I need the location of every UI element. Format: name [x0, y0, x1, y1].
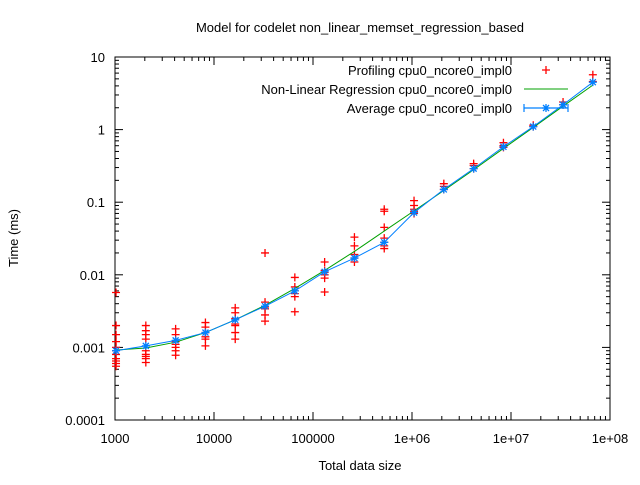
profiling-point [290, 273, 299, 282]
profiling-point [112, 321, 121, 330]
profiling-point [171, 351, 180, 360]
average-point [201, 328, 210, 337]
profiling-point [350, 233, 359, 242]
legend-sample-average-point [542, 104, 550, 112]
profiling-point [320, 287, 329, 296]
average-point [469, 164, 478, 173]
profiling-point [320, 258, 329, 267]
y-tick-label: 0.0001 [65, 413, 105, 428]
y-tick-label: 0.001 [72, 340, 105, 355]
average-point [439, 185, 448, 194]
profiling-point [112, 288, 121, 297]
profiling-point [141, 358, 150, 367]
average-point [529, 122, 538, 131]
average-point [141, 341, 150, 350]
legend-label-regression: Non-Linear Regression cpu0_ncore0_impl0 [261, 82, 512, 97]
chart-title: Model for codelet non_linear_memset_regr… [196, 20, 524, 35]
average-point [290, 286, 299, 295]
x-tick-label: 10000 [196, 431, 232, 446]
legend-label-profiling: Profiling cpu0_ncore0_impl0 [348, 63, 512, 78]
profiling-point [350, 241, 359, 250]
y-axis-label: Time (ms) [6, 209, 21, 267]
average-point [320, 267, 329, 276]
average-point [350, 254, 359, 263]
average-point [261, 302, 270, 311]
profiling-point [141, 335, 150, 344]
y-tick-label: 1 [98, 123, 105, 138]
y-tick-label: 10 [91, 50, 105, 65]
regression-line [115, 84, 594, 351]
profiling-point [112, 362, 121, 371]
y-tick-label: 0.1 [87, 195, 105, 210]
x-tick-label: 100000 [291, 431, 334, 446]
average-point [499, 142, 508, 151]
plot-border [114, 56, 611, 421]
profiling-point [261, 317, 270, 326]
average-point [588, 78, 597, 87]
legend-label-average: Average cpu0_ncore0_impl0 [347, 101, 512, 116]
x-tick-label: 1e+08 [592, 431, 629, 446]
profiling-point [201, 341, 210, 350]
profiling-point [380, 207, 389, 216]
legend-sample-profiling [542, 66, 550, 74]
average-point [410, 208, 419, 217]
profiling-point [380, 223, 389, 232]
average-point [380, 238, 389, 247]
average-point [231, 315, 240, 324]
average-line [115, 81, 594, 352]
y-tick-label: 0.01 [80, 268, 105, 283]
legend: Profiling cpu0_ncore0_impl0 Non-Linear R… [261, 63, 569, 116]
x-axis-label: Total data size [318, 458, 401, 473]
profiling-point [231, 335, 240, 344]
average-point [559, 100, 568, 109]
average-point [171, 336, 180, 345]
profiling-point [261, 248, 270, 257]
profiling-point [588, 70, 597, 79]
x-tick-label: 1e+07 [493, 431, 530, 446]
plot-marks [112, 70, 597, 371]
average-point [112, 346, 121, 355]
profiling-point [290, 307, 299, 316]
x-tick-label: 1e+06 [394, 431, 431, 446]
x-tick-label: 1000 [101, 431, 130, 446]
profiling-point [112, 330, 121, 339]
